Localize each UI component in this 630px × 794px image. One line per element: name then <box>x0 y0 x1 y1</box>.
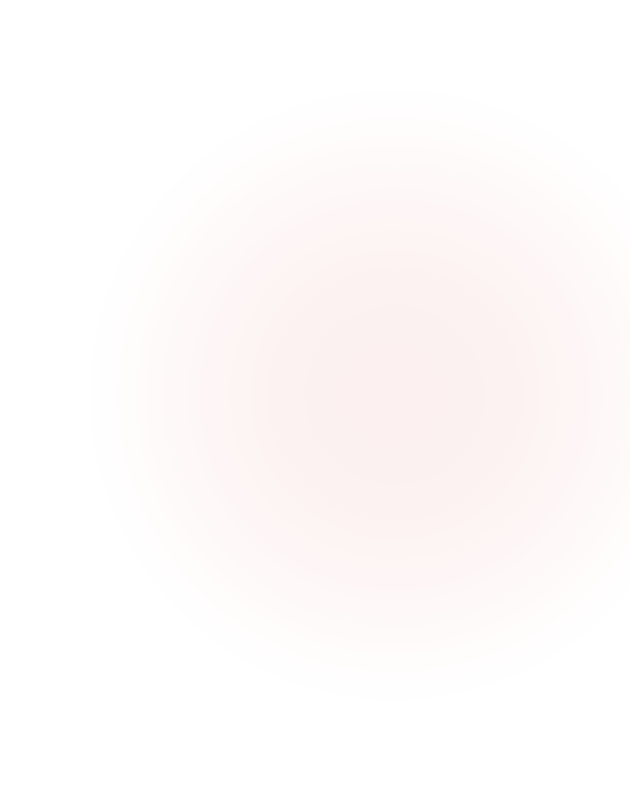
screen <box>0 0 630 794</box>
background-glow <box>0 0 630 794</box>
page: {} (() => { const data = JSON.parse(docu… <box>0 0 630 794</box>
